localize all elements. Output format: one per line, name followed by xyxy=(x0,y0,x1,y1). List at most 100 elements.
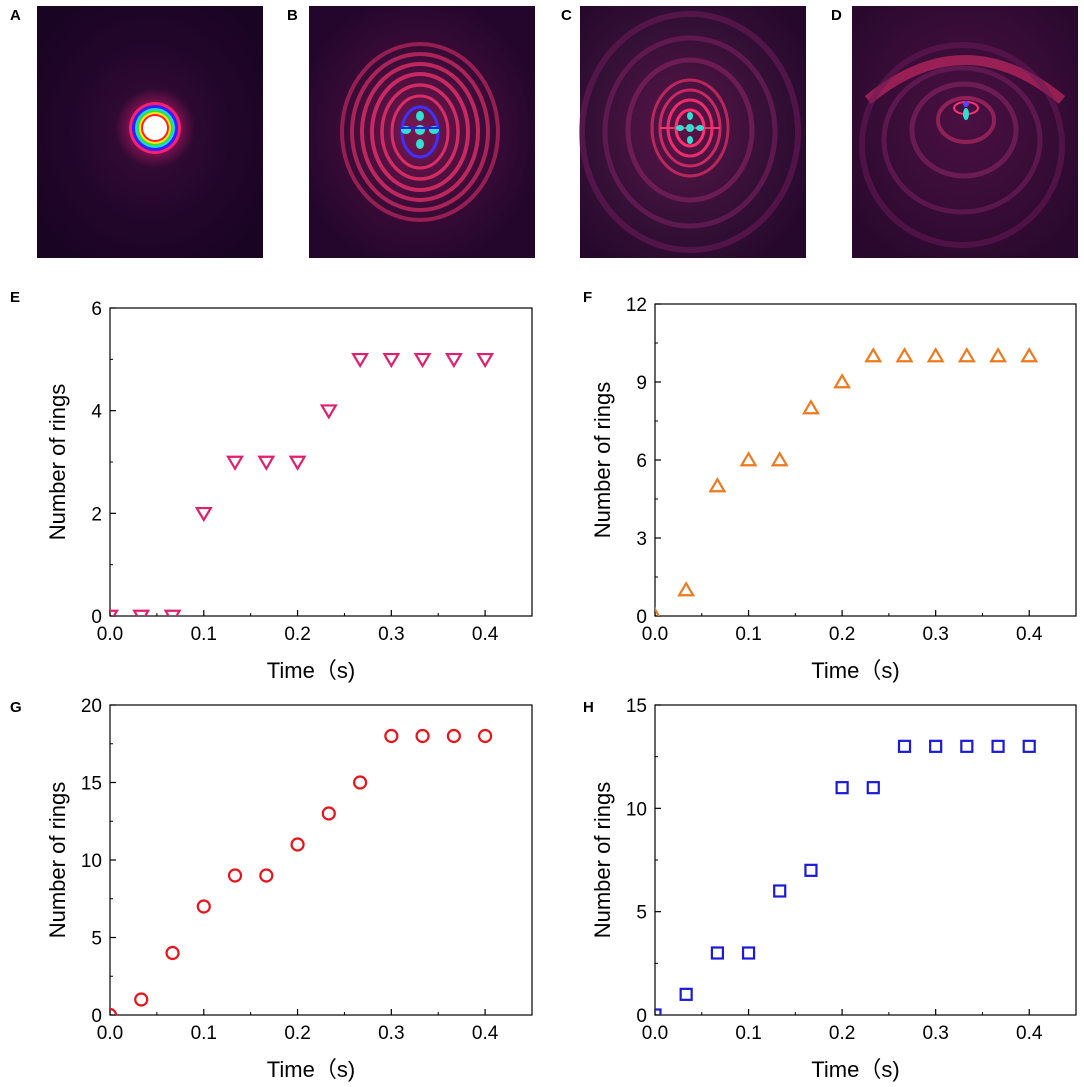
data-point xyxy=(319,404,338,420)
y-axis-title: Number of rings xyxy=(45,384,70,541)
chart-e: E 0.0 0.1 0.2 0.3 0.4 0 2 4 6 Time（s) Number of rin… xyxy=(10,289,533,683)
data-point xyxy=(835,781,849,795)
panel-letter: C xyxy=(561,7,572,24)
data-point xyxy=(196,899,211,914)
data-point xyxy=(194,506,213,523)
chart-h: H 0.0 0.1 0.2 0.3 0.4 0 5 10 15 Time（s) Number of r… xyxy=(583,696,1077,1082)
data-point xyxy=(321,806,336,821)
data-point xyxy=(384,728,399,744)
image-panel-d: D xyxy=(831,6,1078,258)
x-tick-label: 0.2 xyxy=(829,1023,855,1044)
data-point xyxy=(288,455,307,471)
data-point xyxy=(290,837,305,852)
x-tick-label: 0.1 xyxy=(735,1023,761,1044)
y-axis-title: Number of rings xyxy=(590,782,615,939)
panel-letter: G xyxy=(10,699,22,716)
panel-letter: E xyxy=(10,289,20,306)
data-point xyxy=(1020,347,1039,363)
data-point xyxy=(655,607,661,616)
data-points xyxy=(110,352,495,616)
y-axis-title: Number of rings xyxy=(590,382,615,539)
x-tick-label: 0.1 xyxy=(191,624,217,645)
x-tick-label: 0.0 xyxy=(642,624,668,645)
interference-rings xyxy=(859,42,1066,248)
data-point xyxy=(708,477,727,493)
data-point xyxy=(926,347,945,363)
data-point xyxy=(929,739,943,753)
plot-frame xyxy=(654,303,1077,617)
data-point xyxy=(351,352,370,369)
x-tick-label: 0.3 xyxy=(922,624,948,645)
plot-frame xyxy=(109,704,533,1016)
image-panel-c: C xyxy=(561,6,806,258)
x-axis-title: Time（s) xyxy=(267,658,355,683)
x-tick-label: 0.4 xyxy=(1016,1023,1043,1044)
y-tick-label: 0 xyxy=(636,607,647,628)
y-tick-label: 0 xyxy=(636,1006,647,1027)
beam-core xyxy=(143,116,167,140)
data-point xyxy=(1022,739,1036,753)
data-point xyxy=(227,868,243,883)
plot-frame xyxy=(654,704,1077,1016)
data-point xyxy=(833,373,852,389)
panel-letter: F xyxy=(583,289,592,306)
y-tick-label: 5 xyxy=(636,903,647,924)
charts-layer: E 0.0 0.1 0.2 0.3 0.4 0 2 4 6 Time（s) Number of rin… xyxy=(10,289,1077,1082)
interference-rings xyxy=(579,11,801,253)
data-point xyxy=(989,347,1007,363)
data-point xyxy=(165,945,180,961)
image-panel-a: A xyxy=(10,6,263,258)
data-point xyxy=(382,352,401,369)
x-tick-label: 0.1 xyxy=(735,624,761,645)
y-tick-label: 12 xyxy=(626,295,647,316)
data-points xyxy=(110,728,493,1015)
data-point xyxy=(259,868,274,883)
x-tick-label: 0.3 xyxy=(378,1023,404,1044)
y-tick-label: 6 xyxy=(91,299,102,320)
data-point xyxy=(353,775,368,790)
data-point xyxy=(476,352,495,369)
y-tick-label: 3 xyxy=(636,529,647,550)
x-tick-label: 0.0 xyxy=(97,624,123,645)
data-point xyxy=(957,347,976,363)
x-tick-label: 0.1 xyxy=(191,1023,217,1044)
data-point xyxy=(804,863,818,877)
center-pattern xyxy=(400,111,440,149)
x-tick-label: 0.4 xyxy=(1016,624,1043,645)
y-tick-label: 2 xyxy=(91,504,102,525)
y-tick-label: 10 xyxy=(81,851,102,872)
data-point xyxy=(132,609,151,616)
y-tick-label: 20 xyxy=(81,696,102,717)
data-point xyxy=(413,352,432,369)
x-tick-label: 0.3 xyxy=(378,624,404,645)
data-point xyxy=(134,992,149,1007)
panel-letter: H xyxy=(583,699,594,716)
x-tick-label: 0.2 xyxy=(284,1023,310,1044)
x-axis-title: Time（s) xyxy=(267,1057,355,1082)
y-tick-label: 9 xyxy=(636,373,647,394)
data-point xyxy=(444,352,463,369)
x-tick-label: 0.0 xyxy=(642,1023,668,1044)
chart-g: G 0.0 0.1 0.2 0.3 0.4 0 5 10 15 20 Time（s) Number of… xyxy=(10,696,533,1082)
data-point xyxy=(446,728,461,744)
data-point xyxy=(866,781,880,795)
y-tick-label: 0 xyxy=(91,607,102,628)
data-point xyxy=(897,739,912,753)
y-tick-label: 15 xyxy=(81,774,102,795)
data-point xyxy=(895,347,914,363)
x-tick-label: 0.4 xyxy=(472,624,499,645)
data-point xyxy=(163,609,182,616)
data-point xyxy=(960,739,974,753)
data-point xyxy=(478,728,493,744)
panel-letter: B xyxy=(287,7,298,24)
x-tick-label: 0.2 xyxy=(829,624,855,645)
data-point xyxy=(739,451,758,467)
y-axis-title: Number of rings xyxy=(45,782,70,939)
data-point xyxy=(679,987,693,1001)
data-point xyxy=(741,946,756,960)
data-point xyxy=(802,399,820,415)
x-tick-label: 0.2 xyxy=(284,624,310,645)
data-point xyxy=(773,884,787,898)
panel-letter: D xyxy=(831,7,842,24)
